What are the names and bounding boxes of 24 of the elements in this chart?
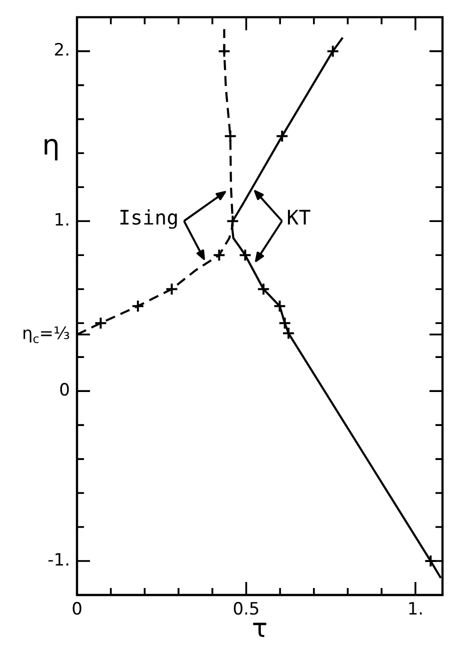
x-tick-label: 0 [72, 600, 82, 620]
point [424, 554, 438, 568]
annotation: KT [286, 205, 311, 230]
point [131, 300, 144, 313]
point [256, 282, 270, 296]
point [276, 130, 289, 143]
point [224, 130, 237, 143]
y-tick-label: -1. [48, 550, 70, 570]
point [282, 326, 296, 340]
annotation: Ising [118, 205, 179, 230]
point [226, 214, 240, 228]
point [273, 300, 286, 313]
x-tick-label: 1. [407, 600, 424, 620]
point [238, 248, 252, 262]
y-tick-label: 2. [54, 40, 70, 61]
y-tick-label: 0 [59, 380, 70, 400]
point [326, 44, 340, 58]
y-tick-label: 1. [54, 210, 70, 231]
point [94, 316, 108, 330]
point [278, 316, 292, 330]
point [218, 44, 231, 58]
y-axis-title: η [42, 128, 60, 162]
point [212, 248, 226, 262]
point [165, 282, 178, 296]
